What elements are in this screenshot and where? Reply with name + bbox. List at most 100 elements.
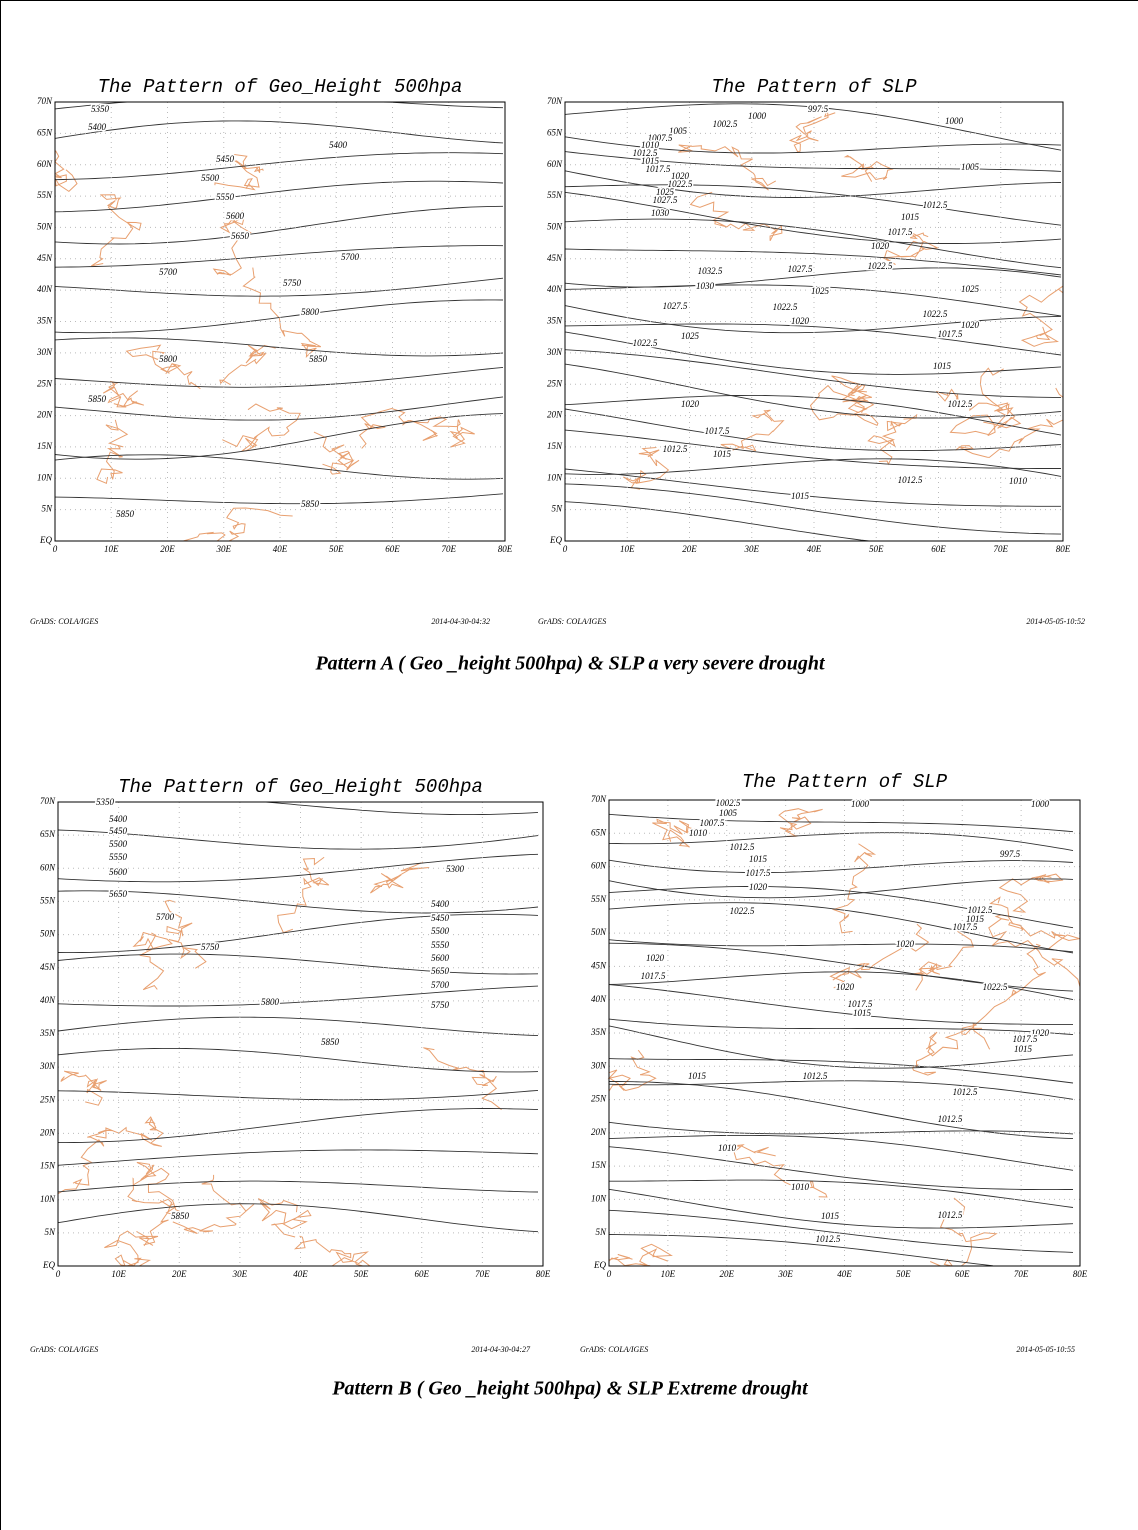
lat-label: 20N [547, 410, 563, 420]
panel-title: The Pattern of Geo_Height 500hpa [98, 76, 463, 98]
contour-line [608, 939, 1074, 953]
contour-label: 1000 [851, 799, 870, 809]
contour-line [608, 886, 1074, 929]
contour-label: 1010 [718, 1143, 737, 1153]
lat-label: 5N [551, 504, 563, 514]
lat-label: 55N [37, 190, 53, 200]
lon-label: 60E [931, 544, 946, 554]
coastline [949, 367, 1014, 437]
contour-label: 1022.5 [923, 309, 948, 319]
contour-label: 1002.5 [716, 798, 741, 808]
lat-label: EQ [39, 535, 52, 545]
contour-line [564, 394, 1062, 436]
coastline [678, 144, 777, 191]
contour-label: 1017.5 [646, 164, 671, 174]
contour-label: 1017.5 [938, 329, 963, 339]
lon-label: 0 [563, 544, 568, 554]
lat-label: EQ [42, 1260, 55, 1270]
lat-label: 50N [40, 929, 56, 939]
contour-line [608, 1018, 1074, 1036]
lon-label: 60E [385, 544, 400, 554]
lat-label: 40N [547, 284, 563, 294]
lat-label: 30N [36, 347, 53, 357]
contour-label: 1017.5 [1013, 1034, 1038, 1044]
lat-label: 15N [37, 441, 53, 451]
contour-label: 1022.5 [983, 982, 1008, 992]
contour-line [608, 1134, 1074, 1171]
lat-label: 70N [547, 96, 563, 106]
lon-label: 80E [1056, 544, 1071, 554]
lon-label: 10E [620, 544, 635, 554]
map-frame [57, 801, 544, 1267]
contour-label: 997.5 [808, 104, 829, 114]
contour-label: 5550 [109, 852, 128, 862]
lon-label: 30E [216, 544, 232, 554]
coastline [720, 409, 785, 452]
coastline [132, 931, 173, 991]
contour-line [564, 429, 1061, 469]
contour-line [54, 454, 504, 480]
contour-line [564, 218, 1062, 269]
lat-label: 35N [590, 1027, 607, 1037]
contour-line [564, 458, 1062, 477]
map-panel: 0 10E 20E 30E 40E 50E 60E 70E 80E 70N 65N 60N 55N 50N… [538, 76, 1085, 626]
lat-label: 50N [547, 221, 563, 231]
contour-label: 1012.5 [953, 1087, 978, 1097]
lat-label: 30N [39, 1061, 56, 1071]
footer-right: 2014-04-30-04:27 [471, 1345, 531, 1354]
contour-line [58, 1108, 539, 1144]
footer-right: 2014-05-05-10:55 [1016, 1345, 1075, 1354]
contour-label: 1012.5 [633, 148, 658, 158]
contour-label: 1020 [791, 316, 810, 326]
contour-label: 5400 [431, 899, 450, 909]
coastline [689, 191, 783, 242]
contour-line [54, 180, 504, 213]
contour-line [564, 349, 1061, 398]
contour-label: 1005 [719, 808, 738, 818]
contour-label: 1012.5 [816, 1234, 841, 1244]
lat-label: 20N [591, 1127, 607, 1137]
contour-label: 5350 [91, 104, 110, 114]
contour-label: 5550 [216, 192, 235, 202]
coastline [313, 431, 360, 475]
contour-label: 1015 [1014, 1044, 1033, 1054]
lon-label: 50E [329, 544, 344, 554]
contour-label: 5300 [446, 864, 465, 874]
contour-label: 5500 [431, 926, 450, 936]
coastline [831, 843, 877, 934]
contour-label: 1012.5 [663, 444, 688, 454]
contour-line [57, 985, 539, 1007]
contour-line [564, 408, 1062, 452]
coastline [242, 267, 322, 358]
contour-line [564, 284, 1062, 317]
contour-label: 1025 [811, 286, 830, 296]
contour-line [564, 184, 1062, 226]
contour-label: 1027.5 [663, 301, 688, 311]
lat-label: 60N [37, 159, 53, 169]
coastline [164, 899, 207, 969]
coastline [989, 896, 1080, 950]
contour-line [564, 248, 1062, 276]
contour-label: 1030 [696, 281, 715, 291]
contour-label: 5400 [109, 814, 128, 824]
contour-label: 5400 [329, 140, 348, 150]
contour-label: 1022.5 [773, 302, 798, 312]
contour-line [564, 103, 1062, 151]
figure-caption: Pattern B ( Geo _height 500hpa) & SLP Ex… [331, 1378, 809, 1400]
coastline [607, 1049, 657, 1092]
contour-line [608, 1025, 1074, 1069]
coastline [961, 943, 1046, 1050]
lon-label: 30E [777, 1269, 793, 1279]
coastline [608, 1243, 673, 1267]
footer-left: GrADS: COLA/IGES [580, 1345, 648, 1354]
lat-label: 60N [547, 159, 563, 169]
coastline [910, 930, 974, 991]
lat-label: 35N [36, 316, 53, 326]
lat-label: 25N [591, 1094, 607, 1104]
coastline [831, 375, 875, 414]
contour-line [608, 859, 1074, 874]
lat-label: EQ [593, 1260, 606, 1270]
contour-label: 5700 [156, 912, 175, 922]
lat-label: 10N [547, 472, 563, 482]
